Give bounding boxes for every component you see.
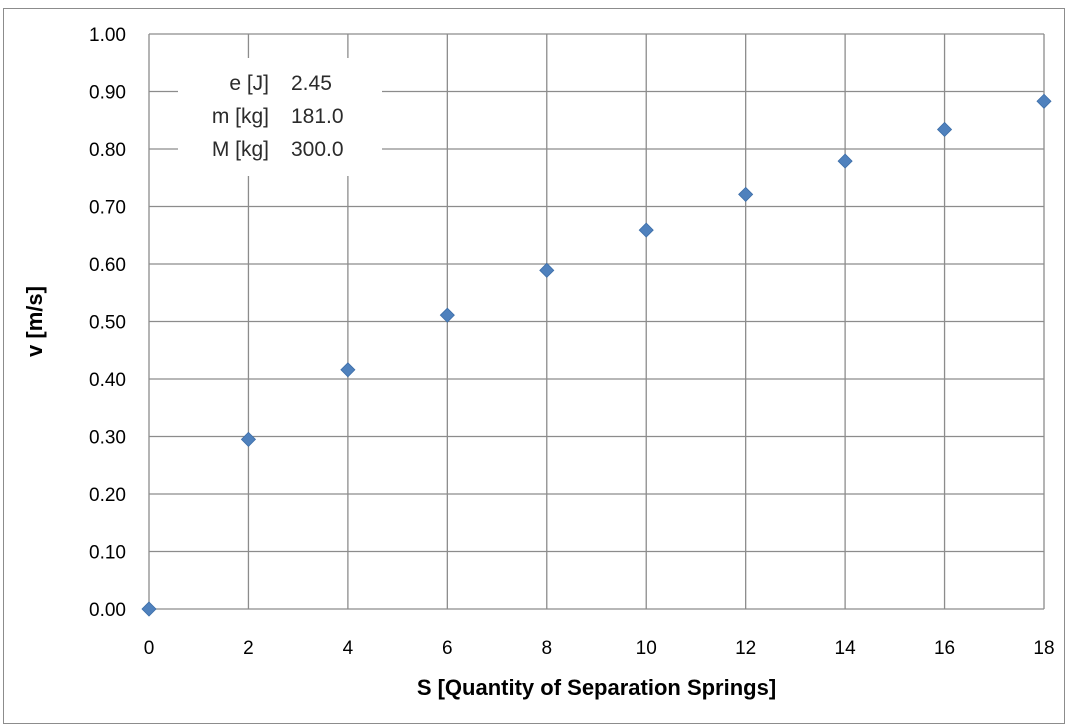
annotation-box	[178, 58, 382, 176]
x-tick-label: 6	[442, 638, 453, 659]
y-axis-ticks: 0.00 0.10 0.20 0.30 0.40 0.50 0.60 0.70 0.80 0.90…	[89, 25, 126, 621]
y-tick-label: 0.30	[89, 428, 126, 449]
data-point	[340, 362, 356, 378]
annotation-value: 181.0	[291, 105, 344, 128]
data-points	[141, 93, 1052, 617]
y-tick-label: 0.10	[89, 543, 126, 564]
x-tick-label: 2	[243, 638, 254, 659]
annotation-label: m [kg]	[212, 105, 269, 128]
y-axis-title: v [m/s]	[22, 286, 47, 357]
x-axis-title: S [Quantity of Separation Springs]	[417, 675, 776, 700]
data-point	[936, 121, 953, 138]
x-tick-label: 0	[144, 638, 155, 659]
x-tick-label: 16	[934, 638, 955, 659]
annotation-label: M [kg]	[212, 138, 269, 161]
data-point	[439, 307, 455, 323]
data-point	[738, 186, 754, 202]
y-tick-label: 0.70	[89, 198, 126, 219]
y-tick-label: 0.90	[89, 83, 126, 104]
x-tick-label: 10	[636, 638, 657, 659]
y-tick-label: 0.40	[89, 370, 126, 391]
data-point	[539, 262, 555, 278]
annotation-value: 2.45	[291, 72, 332, 95]
y-tick-label: 0.50	[89, 313, 126, 334]
y-tick-label: 1.00	[89, 25, 126, 46]
x-tick-label: 8	[541, 638, 552, 659]
x-tick-label: 18	[1033, 638, 1054, 659]
y-tick-label: 0.00	[89, 600, 126, 621]
data-point	[240, 431, 257, 447]
annotation-label: e [J]	[229, 72, 269, 95]
data-point	[837, 153, 853, 169]
annotation-value: 300.0	[291, 138, 344, 161]
x-axis-ticks: 0 2 4 6 8 10 12 14 16 18	[144, 638, 1055, 659]
data-point	[638, 222, 654, 238]
x-tick-label: 4	[343, 638, 354, 659]
data-point	[141, 601, 157, 617]
x-tick-label: 14	[835, 638, 857, 659]
x-tick-label: 12	[735, 638, 756, 659]
y-tick-label: 0.20	[89, 485, 126, 506]
y-tick-label: 0.80	[89, 140, 126, 161]
annotation-table: e [J] 2.45 m [kg] 181.0 M [kg] 300.0	[212, 72, 344, 161]
y-tick-label: 0.60	[89, 255, 126, 276]
data-point	[1036, 93, 1052, 109]
